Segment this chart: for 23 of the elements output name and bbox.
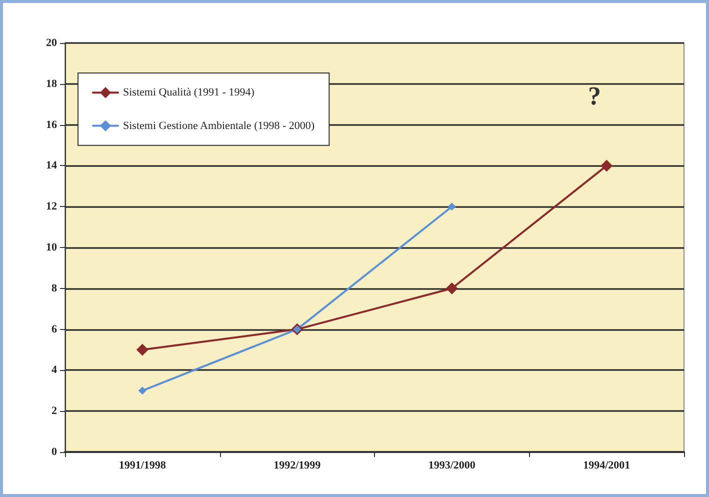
y-tick-label: 0 [52,446,58,458]
legend-label: Sistemi Gestione Ambientale (1998 - 2000) [123,120,315,132]
y-tick-label: 4 [52,364,58,376]
y-tick-label: 12 [46,200,58,213]
point [138,386,146,395]
x-tick-label: 1993/2000 [428,460,476,472]
point [136,344,148,356]
y-tick-label: 6 [52,323,58,336]
y-tick-label: 14 [46,160,58,172]
y-tick-label: 18 [46,78,58,90]
y-tick-label: 8 [52,282,58,294]
legend-label: Sistemi Qualità (1991 - 1994) [123,86,255,99]
x-tick-label: 1994/2001 [583,460,630,472]
point [600,160,613,172]
y-tick-label: 2 [52,405,58,418]
y-tick-label: 10 [46,242,58,254]
x-tick-label: 1991/1998 [118,460,166,472]
x-tick-label: 1992/1999 [274,460,322,472]
y-tick-label: 16 [46,118,58,131]
point [448,202,456,211]
y-tick-label: 20 [46,37,58,49]
point [446,282,458,294]
annotation: ? [588,82,601,110]
